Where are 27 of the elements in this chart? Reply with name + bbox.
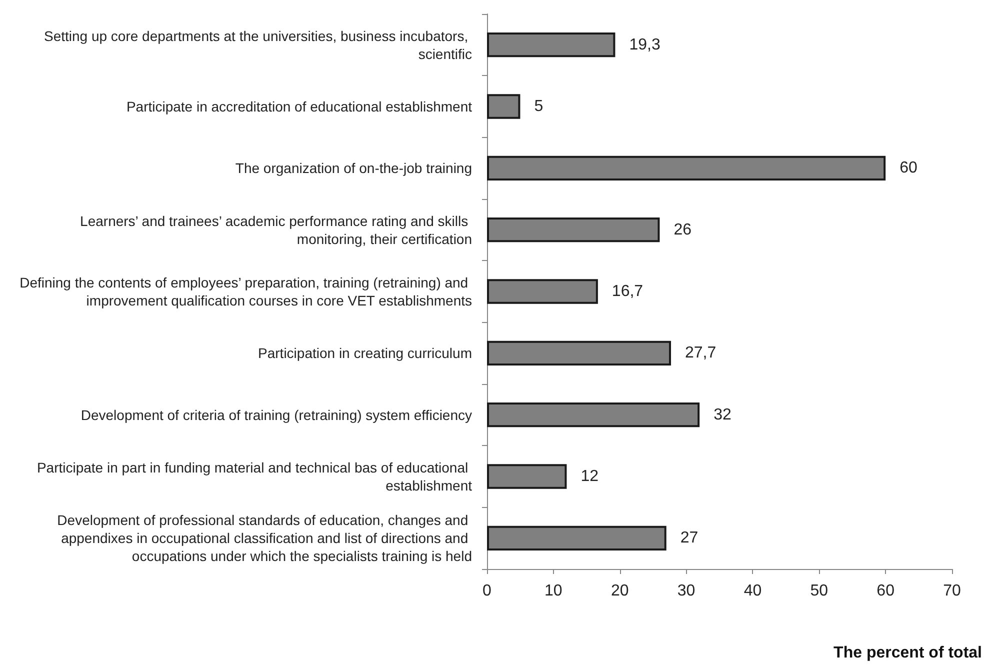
- y-tick-label: Defining the contents of employees’ preparation, training (retraining) and improvement qualification courses in core VET establishments: [20, 274, 472, 308]
- y-tick-label: Participation in creating curriculum: [258, 345, 472, 362]
- data-label: 27,7: [685, 344, 716, 362]
- y-tick-label: The organization of on-the-job training: [235, 160, 472, 176]
- x-tick-label: 10: [544, 582, 562, 600]
- data-label: 27: [680, 530, 698, 547]
- data-label: 16,7: [612, 283, 644, 300]
- data-label: 5: [534, 98, 544, 115]
- data-label: 26: [674, 221, 692, 238]
- x-tick-label: 60: [876, 582, 895, 600]
- y-tick-label: Development of criteria of training (retraining) system efficiency: [80, 406, 472, 423]
- x-tick-label: 30: [677, 582, 696, 600]
- x-tick-label: 70: [943, 582, 961, 600]
- y-tick-label: Development of professional standards of education, changes and appendixes in occupational classification and list of directions and occupations under which the specialists training is held: [57, 512, 472, 564]
- x-tick-label: 0: [482, 582, 492, 600]
- data-label: 19,3: [629, 36, 660, 54]
- data-label: 32: [714, 406, 732, 424]
- y-tick-label: Participate in accreditation of educational establishment: [126, 98, 472, 114]
- data-label: 60: [900, 160, 918, 177]
- x-tick-label: 50: [810, 582, 828, 600]
- y-tick-label: Setting up core departments at the universities, business incubators, scientific: [44, 28, 472, 62]
- y-tick-label: Participate in part in funding material and technical bas of educational establishment: [36, 460, 472, 494]
- y-tick-label: Learners’ and trainees’ academic performance rating and skills monitoring, their certification: [80, 212, 472, 247]
- x-axis-title: The percent of total: [834, 644, 982, 662]
- x-tick-label: 20: [610, 582, 629, 600]
- x-tick-label: 40: [744, 582, 762, 600]
- data-label: 12: [580, 468, 599, 485]
